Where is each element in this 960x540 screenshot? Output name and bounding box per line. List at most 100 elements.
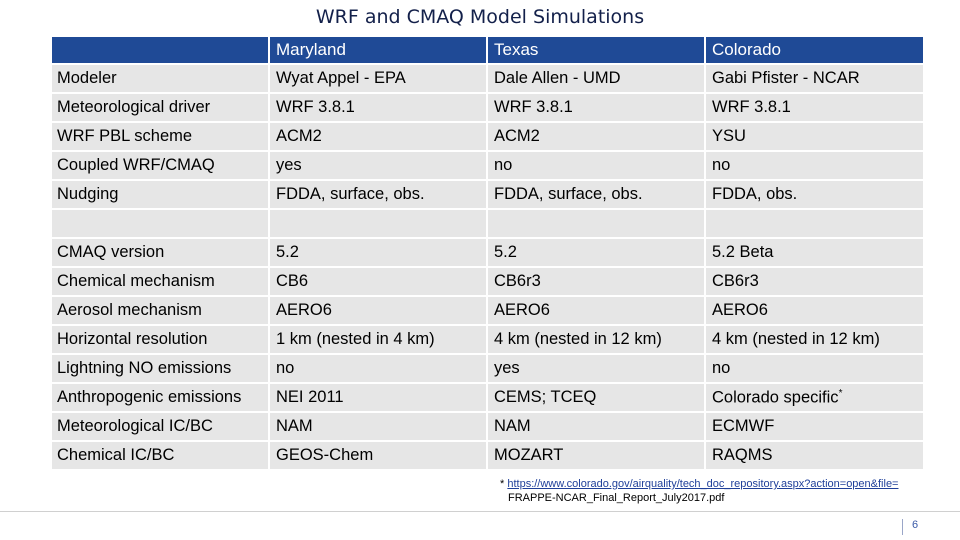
table-cell: CB6r3 (488, 266, 706, 295)
cell-text: no (712, 156, 731, 174)
cell-text: RAQMS (712, 446, 773, 464)
table-cell: no (706, 353, 923, 382)
cell-text: ACM2 (276, 127, 322, 145)
table-cell: Gabi Pfister - NCAR (706, 63, 923, 92)
footnote-link[interactable]: https://www.colorado.gov/airquality/tech… (507, 478, 899, 490)
cell-text: Lightning NO emissions (57, 359, 232, 377)
table-cell: FDDA, surface, obs. (488, 179, 706, 208)
footer-divider (0, 511, 960, 512)
cell-text: WRF 3.8.1 (276, 98, 355, 116)
footnote: * https://www.colorado.gov/airquality/te… (500, 477, 898, 505)
cell-text: YSU (712, 127, 746, 145)
footnote-marker: * (500, 478, 505, 490)
table-cell: 5.2 Beta (706, 237, 923, 266)
row-label-cell: Meteorological driver (52, 92, 270, 121)
page-title: WRF and CMAQ Model Simulations (315, 6, 645, 28)
cell-text: AERO6 (276, 301, 332, 319)
cell-text: no (494, 156, 513, 174)
cell-text: ECMWF (712, 417, 775, 435)
table-cell: Dale Allen - UMD (488, 63, 706, 92)
table-row: Horizontal resolution 1 km (nested in 4 k… (52, 324, 923, 353)
table-cell: NAM (488, 411, 706, 440)
table-cell: 4 km (nested in 12 km) (706, 324, 923, 353)
table-cell: WRF 3.8.1 (488, 92, 706, 121)
cell-text: NAM (276, 417, 313, 435)
table-row: CMAQ version 5.2 5.2 5.2 Beta (52, 237, 923, 266)
cell-text: yes (276, 156, 302, 174)
table-cell: MOZART (488, 440, 706, 469)
table-cell: FDDA, surface, obs. (270, 179, 488, 208)
table-cell: ACM2 (488, 121, 706, 150)
table-cell: NEI 2011 (270, 382, 488, 411)
table-cell: CB6r3 (706, 266, 923, 295)
table-row: Meteorological driver WRF 3.8.1 WRF 3.8.1 W… (52, 92, 923, 121)
row-label-cell: Aerosol mechanism (52, 295, 270, 324)
table-cell (488, 208, 706, 237)
cell-text: Dale Allen - UMD (494, 69, 621, 87)
cell-text: CB6r3 (712, 272, 759, 290)
cell-text: Horizontal resolution (57, 330, 208, 348)
cell-text: FDDA, surface, obs. (276, 185, 425, 203)
table-cell: YSU (706, 121, 923, 150)
cell-text: CMAQ version (57, 243, 165, 261)
header-cell: Colorado (706, 37, 923, 63)
cell-text: NEI 2011 (276, 388, 344, 406)
page-number: 6 (912, 519, 919, 531)
table-cell: Colorado specific* (706, 382, 923, 411)
table-header-row: Maryland Texas Colorado (52, 37, 923, 63)
table-cell: CEMS; TCEQ (488, 382, 706, 411)
table-cell: CB6 (270, 266, 488, 295)
cell-text: AERO6 (494, 301, 550, 319)
row-label-cell: Anthropogenic emissions (52, 382, 270, 411)
simulation-table: Maryland Texas Colorado Modeler Wyat Appe… (52, 37, 923, 469)
table-cell: 4 km (nested in 12 km) (488, 324, 706, 353)
cell-text: Wyat Appel - EPA (276, 69, 406, 87)
table-cell: WRF 3.8.1 (706, 92, 923, 121)
page-number-divider (902, 519, 903, 535)
table-cell: NAM (270, 411, 488, 440)
table-cell: FDDA, obs. (706, 179, 923, 208)
cell-text: no (712, 359, 731, 377)
cell-text: Gabi Pfister - NCAR (712, 69, 860, 87)
cell-text: 4 km (nested in 12 km) (494, 330, 662, 348)
cell-text: 4 km (nested in 12 km) (712, 330, 880, 348)
cell-text: 1 km (nested in 4 km) (276, 330, 435, 348)
table-cell: AERO6 (270, 295, 488, 324)
cell-text: GEOS-Chem (276, 446, 374, 464)
table-cell: RAQMS (706, 440, 923, 469)
table-row: Aerosol mechanism AERO6 AERO6 AERO6 (52, 295, 923, 324)
table-cell: 5.2 (270, 237, 488, 266)
cell-text: 5.2 (276, 243, 299, 261)
cell-text: CEMS; TCEQ (494, 388, 597, 406)
cell-text: 5.2 Beta (712, 243, 774, 261)
cell-text: Chemical mechanism (57, 272, 215, 290)
table-cell: 5.2 (488, 237, 706, 266)
table-row (52, 208, 923, 237)
table-cell: GEOS-Chem (270, 440, 488, 469)
table-row: Chemical IC/BC GEOS-Chem MOZART RAQMS (52, 440, 923, 469)
table-row: Meteorological IC/BC NAM NAM ECMWF (52, 411, 923, 440)
table-cell: WRF 3.8.1 (270, 92, 488, 121)
row-label-cell: Nudging (52, 179, 270, 208)
table-row: Nudging FDDA, surface, obs. FDDA, surface,… (52, 179, 923, 208)
table-cell: yes (270, 150, 488, 179)
cell-text: Colorado specific (712, 388, 839, 407)
cell-text: CB6r3 (494, 272, 541, 290)
cell-text: ACM2 (494, 127, 540, 145)
table-cell: no (488, 150, 706, 179)
table-cell (706, 208, 923, 237)
table-cell: 1 km (nested in 4 km) (270, 324, 488, 353)
cell-text: Meteorological IC/BC (57, 417, 213, 435)
footnote-superscript: * (838, 387, 843, 399)
table-cell: yes (488, 353, 706, 382)
table-cell: ECMWF (706, 411, 923, 440)
table-cell: Wyat Appel - EPA (270, 63, 488, 92)
row-label-cell: Horizontal resolution (52, 324, 270, 353)
table-cell (270, 208, 488, 237)
cell-text: yes (494, 359, 520, 377)
table-cell: ACM2 (270, 121, 488, 150)
table-row: WRF PBL scheme ACM2 ACM2 YSU (52, 121, 923, 150)
cell-text: Anthropogenic emissions (57, 388, 242, 406)
table-row: Coupled WRF/CMAQ yes no no (52, 150, 923, 179)
cell-text: FDDA, obs. (712, 185, 798, 203)
